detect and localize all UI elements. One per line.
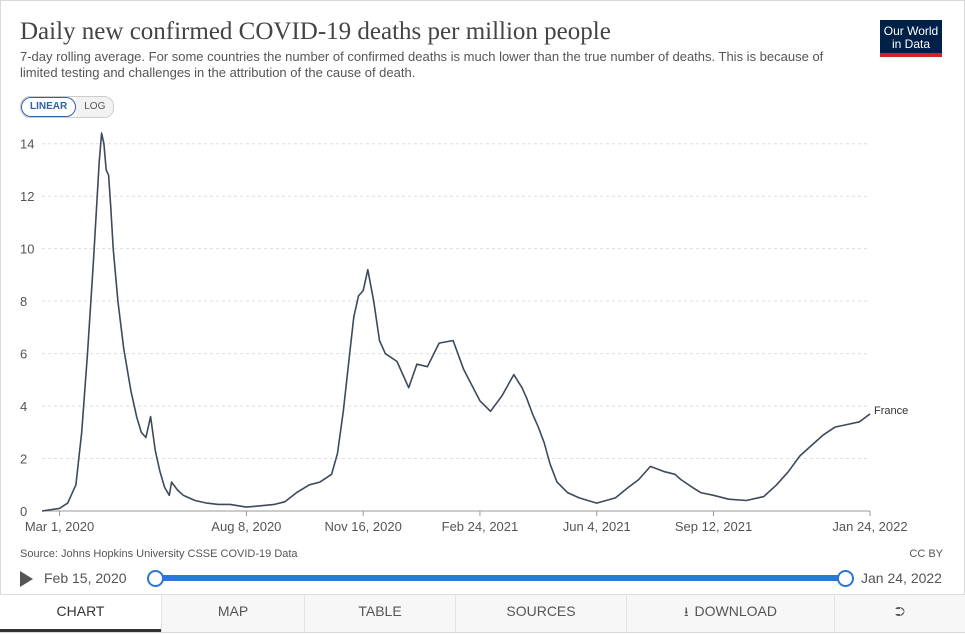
chart-title: Daily new confirmed COVID-19 deaths per …	[20, 18, 611, 45]
tab-download[interactable]: ⭳ DOWNLOAD	[626, 595, 834, 632]
owid-logo[interactable]: Our World in Data	[880, 20, 942, 57]
y-tick-label: 6	[20, 347, 27, 362]
tab-sources-label: SOURCES	[506, 603, 576, 619]
x-tick-label: Feb 24, 2021	[442, 519, 519, 534]
x-tick-label: Aug 8, 2020	[211, 519, 281, 534]
scale-toggle: LINEAR LOG	[20, 96, 115, 118]
y-tick-label: 12	[20, 189, 34, 204]
y-axis: 0 2 4 6 8 10 12 14	[20, 137, 34, 519]
timeline: Feb 15, 2020 Jan 24, 2022	[0, 565, 965, 593]
series-layer: France	[41, 132, 908, 512]
share-button[interactable]: ⮊	[834, 595, 965, 632]
linear-scale-button[interactable]: LINEAR	[21, 97, 77, 117]
download-icon: ⭳	[683, 604, 689, 619]
x-tick-label: Jan 24, 2022	[832, 519, 907, 534]
timeline-end-label: Jan 24, 2022	[861, 570, 942, 586]
logo-line-1: Our World	[883, 24, 939, 38]
timeline-end-handle[interactable]	[837, 570, 854, 587]
tab-chart[interactable]: CHART	[0, 595, 161, 632]
y-tick-label: 14	[20, 137, 34, 152]
grid-lines	[42, 143, 870, 512]
play-icon[interactable]	[20, 571, 33, 587]
x-tick-label: Sep 12, 2021	[675, 519, 752, 534]
y-tick-label: 8	[20, 294, 27, 309]
y-tick-label: 0	[20, 504, 27, 519]
source-note[interactable]: Source: Johns Hopkins University CSSE CO…	[20, 548, 298, 560]
logo-line-2: in Data	[891, 37, 931, 51]
x-axis: Mar 1, 2020 Aug 8, 2020 Nov 16, 2020 Feb 24…	[25, 511, 908, 534]
timeline-start-handle[interactable]	[147, 570, 164, 587]
timeline-start-label: Feb 15, 2020	[44, 570, 127, 586]
chart-subtitle: 7-day rolling average. For some countrie…	[20, 49, 824, 80]
tab-table[interactable]: TABLE	[304, 595, 455, 632]
tab-table-label: TABLE	[358, 603, 402, 619]
line-chart: 0 2 4 6 8 10 12 14 Mar 1, 2020 Aug 8, 2020 Nov 16…	[20, 132, 908, 534]
tab-sources[interactable]: SOURCES	[455, 595, 626, 632]
x-tick-label: Mar 1, 2020	[25, 519, 94, 534]
tab-download-label: DOWNLOAD	[694, 603, 777, 619]
x-tick-label: Jun 4, 2021	[563, 519, 631, 534]
y-tick-label: 10	[20, 242, 34, 257]
tab-chart-label: CHART	[56, 603, 105, 619]
tab-bar: CHART MAP TABLE SOURCES ⭳ DOWNLOAD ⮊	[0, 594, 965, 634]
timeline-track[interactable]	[154, 575, 844, 581]
x-tick-label: Nov 16, 2020	[324, 519, 401, 534]
tab-map[interactable]: MAP	[161, 595, 304, 632]
log-scale-button[interactable]: LOG	[76, 97, 114, 117]
license-note[interactable]: CC BY	[909, 548, 943, 560]
series-label: France	[874, 405, 908, 417]
y-tick-label: 2	[20, 452, 27, 467]
series-line-france	[41, 132, 871, 512]
share-icon: ⮊	[895, 604, 905, 619]
y-tick-label: 4	[20, 399, 27, 414]
tab-map-label: MAP	[217, 603, 249, 619]
